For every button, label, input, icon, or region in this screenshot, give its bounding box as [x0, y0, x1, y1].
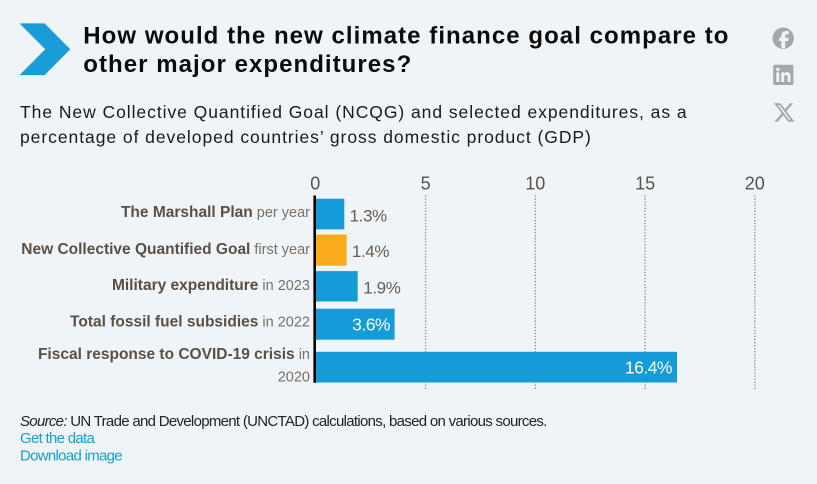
svg-text:How would the new climate fina: How would the new climate finance goal c… — [83, 23, 729, 50]
svg-text:5: 5 — [421, 174, 431, 194]
svg-text:1.9%: 1.9% — [363, 278, 400, 297]
svg-text:0: 0 — [310, 174, 320, 194]
svg-text:Total fossil fuel subsidies in: Total fossil fuel subsidies in 2022 — [70, 313, 310, 330]
svg-text:2020: 2020 — [278, 370, 310, 386]
svg-text:Source: UN Trade and Developme: Source: UN Trade and Development (UNCTAD… — [20, 413, 547, 430]
svg-text:Download image: Download image — [20, 447, 122, 464]
svg-text:The New Collective Quantified: The New Collective Quantified Goal (NCQG… — [20, 102, 688, 122]
svg-text:New Collective Quantified Goal: New Collective Quantified Goal first yea… — [21, 241, 310, 258]
svg-text:Military expenditure in 2023: Military expenditure in 2023 — [112, 277, 310, 294]
svg-text:1.3%: 1.3% — [350, 206, 387, 225]
svg-text:Get the data: Get the data — [20, 430, 96, 447]
svg-text:The Marshall Plan per year: The Marshall Plan per year — [121, 204, 310, 221]
svg-text:3.6%: 3.6% — [352, 315, 390, 335]
svg-text:other major expenditures?: other major expenditures? — [83, 51, 412, 78]
svg-text:20: 20 — [745, 174, 765, 194]
svg-text:15: 15 — [635, 174, 655, 194]
svg-text:16.4%: 16.4% — [625, 358, 672, 378]
svg-text:Fiscal response to COVID-19 cr: Fiscal response to COVID-19 crisis in — [38, 346, 310, 363]
svg-text:1.4%: 1.4% — [352, 242, 389, 261]
svg-text:percentage of developed countr: percentage of developed countries’ gross… — [20, 127, 592, 147]
svg-text:10: 10 — [525, 174, 545, 194]
